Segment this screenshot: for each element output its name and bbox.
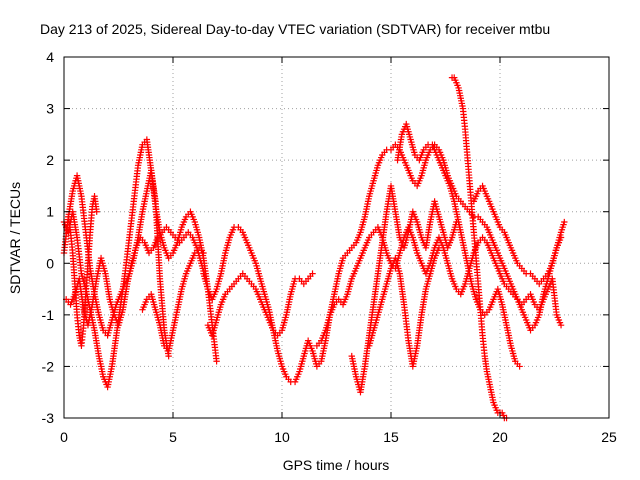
x-axis-label: GPS time / hours <box>283 457 390 473</box>
series-track-9 <box>394 120 523 370</box>
y-tick-label: 2 <box>46 152 54 168</box>
data-point <box>435 244 443 252</box>
plot-frame <box>63 56 610 419</box>
series-track-6 <box>313 223 565 349</box>
data-point <box>557 234 565 241</box>
y-tick-label: -3 <box>42 410 55 426</box>
y-tick-label: 3 <box>46 101 54 117</box>
series-track-11 <box>366 244 443 370</box>
data-point <box>557 321 565 329</box>
data-point <box>93 208 100 215</box>
y-tick-label: 1 <box>46 204 54 220</box>
y-tick-label: 4 <box>46 49 54 65</box>
series-track-3 <box>62 223 209 329</box>
grid <box>64 57 609 418</box>
series-track-12 <box>139 244 207 355</box>
x-tick-label: 15 <box>383 429 399 445</box>
data-point <box>200 249 207 257</box>
x-tick-label: 5 <box>169 429 177 445</box>
chart-title: Day 213 of 2025, Sidereal Day-to-day VTE… <box>40 21 550 37</box>
series-track-8 <box>448 74 510 422</box>
y-tick-labels: -3 -2 -1 0 1 2 3 4 <box>42 49 55 426</box>
x-tick-label: 25 <box>601 429 617 445</box>
data-point <box>213 358 220 365</box>
data-point <box>516 363 523 370</box>
series-track-13 <box>65 193 100 349</box>
series-track-7 <box>348 182 460 396</box>
x-tick-label: 10 <box>274 429 290 445</box>
series-track-5 <box>204 270 316 339</box>
y-tick-label: -2 <box>42 358 55 374</box>
x-tick-labels: 0 5 10 15 20 25 <box>60 429 617 445</box>
data-point <box>561 218 568 226</box>
data-points <box>60 74 568 422</box>
data-point <box>309 270 316 277</box>
y-tick-label: -1 <box>42 307 55 323</box>
x-tick-label: 20 <box>492 429 508 445</box>
y-axis-label: SDTVAR / TECUs <box>7 182 23 294</box>
y-tick-label: 0 <box>46 255 54 271</box>
axis-ticks <box>63 56 610 419</box>
series-track-10 <box>470 182 565 288</box>
x-tick-label: 0 <box>60 429 68 445</box>
series-track-4 <box>200 141 568 386</box>
